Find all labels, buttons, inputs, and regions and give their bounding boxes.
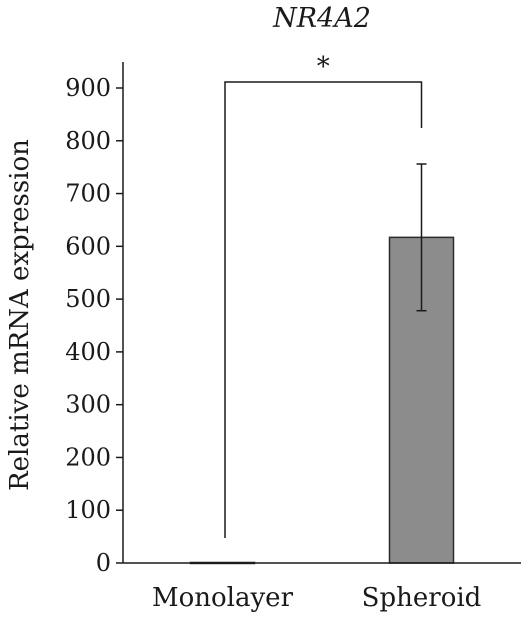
bars	[189, 163, 455, 565]
y-tick-label: 900	[65, 74, 111, 102]
y-tick-label: 500	[65, 285, 111, 313]
x-tick-label: Spheroid	[362, 583, 482, 613]
y-tick-label: 300	[65, 391, 111, 419]
x-tick-label: Monolayer	[152, 583, 294, 613]
significance-label: *	[317, 52, 330, 82]
y-tick-label: 200	[65, 443, 111, 471]
y-axis-label: Relative mRNA expression	[5, 139, 35, 491]
x-axis: Monolayer Spheroid	[123, 562, 521, 613]
y-tick-label: 100	[65, 496, 111, 524]
chart-title: NR4A2	[272, 3, 371, 34]
y-tick-label: 400	[65, 338, 111, 366]
y-tick-label: 700	[65, 180, 111, 208]
y-tick-label: 600	[65, 232, 111, 260]
y-tick-label: 0	[96, 549, 111, 577]
y-axis: 0 100 200 300 400 500 600 700 800 900	[65, 62, 124, 577]
bracket-line	[224, 81, 423, 538]
significance-bracket: *	[224, 52, 423, 538]
y-tick-label: 800	[65, 127, 111, 155]
